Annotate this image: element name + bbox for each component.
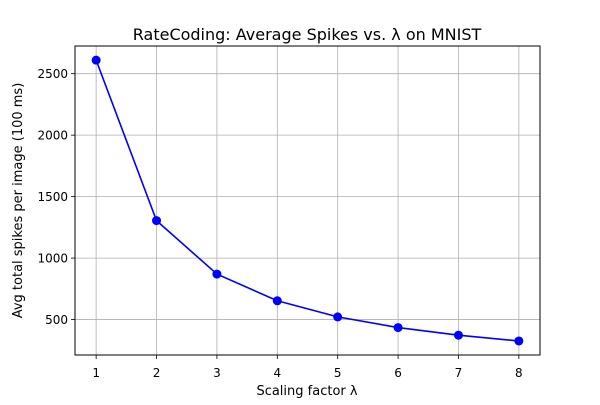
y-axis-label: Avg total spikes per image (100 ms) — [11, 83, 26, 319]
data-point — [272, 296, 282, 306]
y-tick-label: 500 — [45, 313, 68, 327]
data-point — [393, 323, 403, 333]
x-tick-label: 3 — [213, 366, 221, 380]
data-point — [91, 55, 101, 65]
ticks: 1 2 3 4 5 6 7 8 500 1000 1500 2000 2500 — [37, 67, 522, 380]
data-point — [152, 216, 162, 226]
x-tick-label: 6 — [394, 366, 402, 380]
x-tick-label: 4 — [273, 366, 281, 380]
plot-frame — [74, 45, 541, 356]
data-point — [453, 330, 463, 340]
chart-title: RateCoding: Average Spikes vs. λ on MNIS… — [133, 25, 482, 44]
series-layer — [91, 55, 524, 346]
x-tick-label: 7 — [455, 366, 463, 380]
x-tick-label: 5 — [334, 366, 342, 380]
series-line — [95, 59, 519, 342]
data-point — [333, 312, 343, 322]
y-tick-label: 2500 — [37, 67, 68, 81]
x-tick-label: 8 — [515, 366, 523, 380]
grid — [75, 46, 540, 355]
data-point — [514, 336, 524, 346]
x-tick-label: 1 — [92, 366, 100, 380]
y-tick-label: 2000 — [37, 129, 68, 143]
x-tick-label: 2 — [153, 366, 161, 380]
data-point — [212, 269, 222, 279]
y-tick-label: 1000 — [37, 252, 68, 266]
y-tick-label: 1500 — [37, 190, 68, 204]
x-axis-label: Scaling factor λ — [256, 384, 357, 399]
